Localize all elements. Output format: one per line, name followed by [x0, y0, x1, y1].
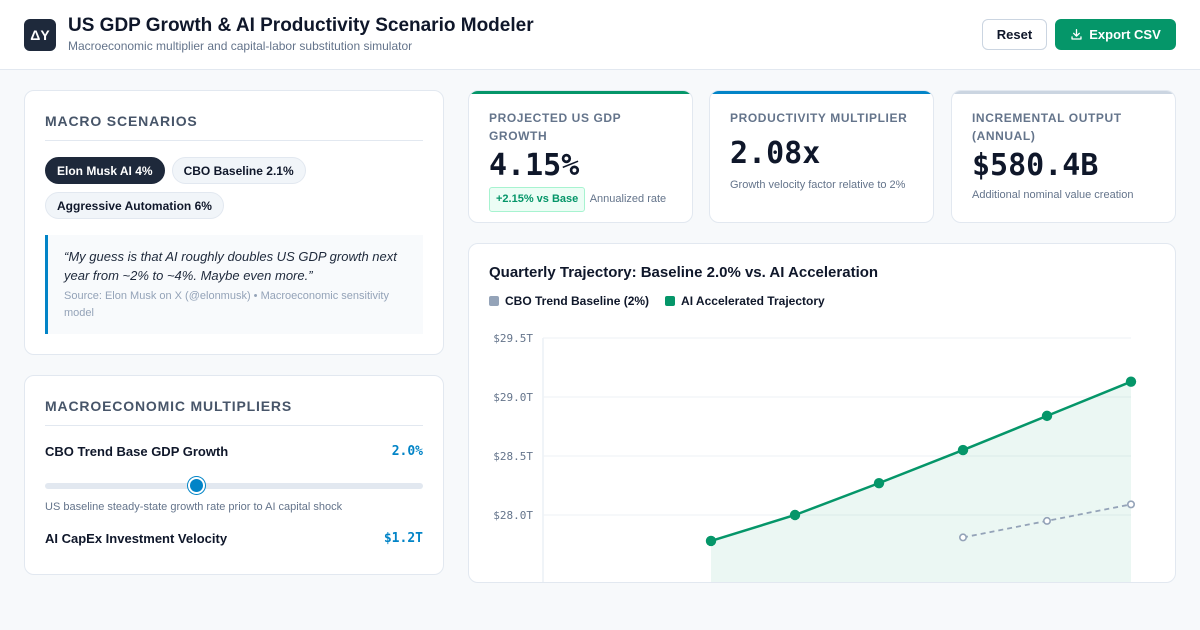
app-subtitle: Macroeconomic multiplier and capital-lab… [68, 39, 413, 53]
macro-scenarios-card: Macro Scenarios Elon Musk AI 4% CBO Base… [24, 90, 444, 355]
kpi-note: Additional nominal value creation [972, 189, 1134, 201]
y-tick-label: $29.0T [493, 391, 533, 404]
chart-legend: CBO Trend Baseline (2%) AI Accelerated T… [489, 294, 1155, 308]
kpi-value: 2.08x [730, 136, 821, 171]
cbo-base-growth-label: CBO Trend Base GDP Growth [45, 444, 229, 459]
ai-series-line [710, 380, 1132, 543]
ai-capex-value: $1.2T [383, 531, 423, 546]
kpi-note-row: +2.15% vs Base Annualized rate [489, 187, 672, 212]
multiplier-row: AI CapEx Investment Velocity $1.2T [45, 531, 423, 546]
ai-point [705, 535, 717, 547]
y-tick-label: $29.5T [493, 332, 533, 345]
y-tick-label: $28.0T [493, 509, 533, 522]
kpi-label: Projected US GDP Growth [489, 111, 622, 143]
macro-multipliers-title: Macroeconomic Multipliers [45, 398, 293, 414]
ai-point [957, 444, 969, 456]
kpi-productivity-multiplier: Productivity Multiplier 2.08x Growth vel… [709, 90, 934, 223]
legend-item-ai[interactable]: AI Accelerated Trajectory [665, 294, 825, 308]
ai-trajectory-area [711, 381, 1131, 582]
legend-item-baseline[interactable]: CBO Trend Baseline (2%) [489, 294, 649, 308]
divider [45, 140, 423, 141]
ai-point [873, 477, 885, 489]
kpi-projected-gdp-growth: Projected US GDP Growth 4.15% +2.15% vs … [468, 90, 693, 223]
kpi-accent-bar [469, 91, 692, 94]
app-logo: ΔY [24, 19, 56, 51]
slider-handle[interactable] [188, 477, 206, 494]
reset-button[interactable]: Reset [982, 19, 1047, 50]
quote-source: Source: Elon Musk on X (@elonmusk) • Mac… [64, 290, 389, 319]
scenario-pill-cbo-baseline[interactable]: CBO Baseline 2.1% [171, 157, 306, 184]
scenario-pills: Elon Musk AI 4% CBO Baseline 2.1% Aggres… [45, 157, 325, 219]
ai-point [1041, 410, 1053, 422]
trajectory-chart-card: Quarterly Trajectory: Baseline 2.0% vs. … [468, 243, 1176, 583]
legend-swatch [489, 296, 499, 306]
macro-multipliers-card: Macroeconomic Multipliers CBO Trend Base… [24, 375, 444, 575]
kpi-accent-bar [952, 91, 1175, 94]
kpi-note: Annualized rate [589, 193, 667, 205]
legend-label: AI Accelerated Trajectory [681, 294, 825, 308]
chart-title: Quarterly Trajectory: Baseline 2.0% vs. … [489, 264, 879, 281]
scenario-pill-aggressive-automation[interactable]: Aggressive Automation 6% [45, 192, 224, 219]
app-title: US GDP Growth & AI Productivity Scenario… [68, 15, 534, 36]
app-header: ΔY US GDP Growth & AI Productivity Scena… [0, 0, 1200, 70]
kpi-value: $580.4B [972, 148, 1099, 183]
kpi-accent-bar [710, 91, 933, 94]
quote-text: “My guess is that AI roughly doubles US … [64, 249, 397, 283]
export-csv-button[interactable]: Export CSV [1055, 19, 1176, 50]
baseline-point [958, 533, 967, 542]
ai-point [789, 509, 801, 521]
baseline-point [1126, 500, 1135, 509]
legend-label: CBO Trend Baseline (2%) [505, 294, 650, 308]
kpi-value: 4.15% [489, 148, 580, 183]
multiplier-row: CBO Trend Base GDP Growth 2.0% [45, 444, 423, 459]
macro-scenarios-title: Macro Scenarios [45, 113, 198, 129]
kpi-label: Incremental Output (Annual) [972, 111, 1122, 143]
cbo-base-growth-description: US baseline steady-state growth rate pri… [45, 501, 343, 513]
scenario-quote: “My guess is that AI roughly doubles US … [45, 235, 423, 334]
export-csv-label: Export CSV [1089, 27, 1161, 42]
kpi-label: Productivity Multiplier [730, 111, 908, 125]
cbo-base-growth-value: 2.0% [391, 444, 423, 459]
download-icon [1071, 28, 1082, 40]
kpi-note: Growth velocity factor relative to 2% [730, 179, 906, 191]
legend-swatch [665, 296, 676, 306]
ai-point [1125, 376, 1137, 387]
ai-capex-label: AI CapEx Investment Velocity [45, 531, 228, 546]
cbo-base-growth-slider[interactable] [45, 477, 423, 494]
y-tick-label: $28.5T [493, 450, 533, 463]
baseline-point [1042, 516, 1051, 525]
delta-badge: +2.15% vs Base [489, 187, 586, 212]
divider [45, 425, 423, 426]
kpi-incremental-output: Incremental Output (Annual) $580.4B Addi… [951, 90, 1176, 223]
scenario-pill-elon-musk[interactable]: Elon Musk AI 4% [45, 157, 165, 184]
trajectory-chart: $29.5T $29.0T $28.5T $28.0T [493, 332, 1137, 582]
